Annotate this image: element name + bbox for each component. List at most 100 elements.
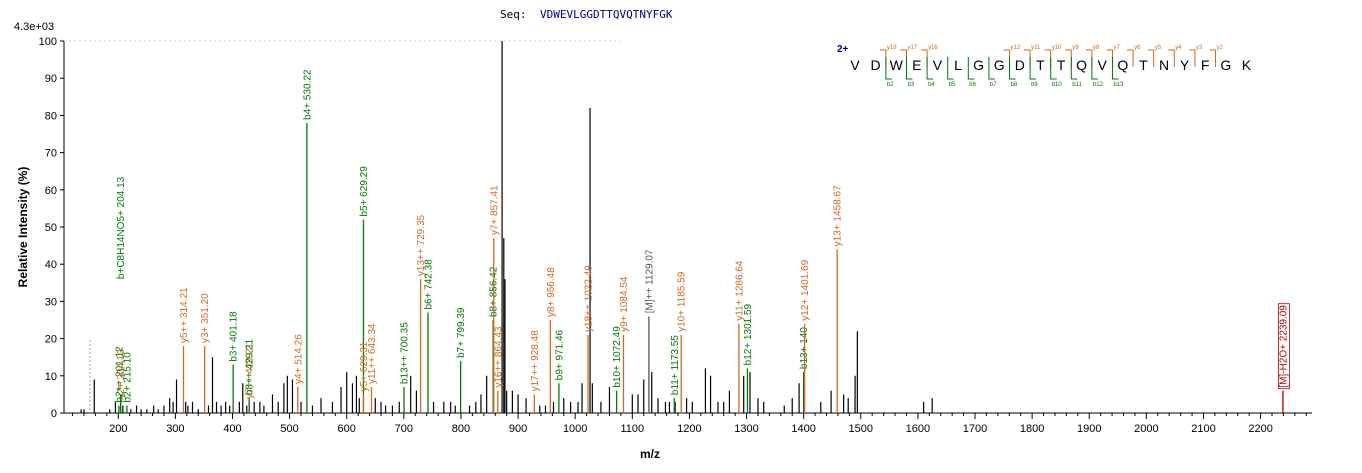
y-ion-bracket <box>1106 49 1113 67</box>
sequence-residue: Q <box>1076 57 1087 73</box>
b-ion-bracket <box>967 57 975 80</box>
sequence-residue: Q <box>1117 57 1128 73</box>
peak-label: b13++ 700.35 <box>400 322 411 384</box>
y-ion-label: y10 <box>1052 45 1062 51</box>
peak-label: y4+ 514.26 <box>293 334 304 384</box>
sequence-residue: V <box>933 57 943 73</box>
sequence-residue: K <box>1242 57 1252 73</box>
peak-label: y12+ 1401.69 <box>800 259 811 320</box>
sequence-residue: E <box>912 57 921 73</box>
peak-label-box <box>1278 303 1290 390</box>
y-ion-label: y4 <box>1175 45 1182 51</box>
sequence-residue: G <box>1220 57 1231 73</box>
y-tick-label: 30 <box>45 296 57 308</box>
b-ion-label: b8 <box>1011 82 1018 88</box>
peak-label: y13+ 1458.67 <box>833 185 844 246</box>
peak-label: y16++ 864.43 <box>493 326 504 388</box>
sequence-residue: L <box>954 57 962 73</box>
peak-label: b+C8H14NO5+ 204.13 <box>116 176 127 279</box>
b-ion-label: b10 <box>1052 82 1063 88</box>
peak-label: b12+ 1301.59 <box>743 303 754 365</box>
x-tick-label: 1700 <box>963 423 987 435</box>
peak-label: y11+ 1286.64 <box>734 260 745 321</box>
y-ion-label: y7 <box>1114 45 1121 51</box>
y-ion-bracket <box>1188 49 1196 67</box>
sequence-residue: Y <box>1180 57 1190 73</box>
x-tick-label: 1800 <box>1020 423 1044 435</box>
sequence-residue: N <box>1159 57 1169 73</box>
b-ion-bracket <box>885 57 892 80</box>
y-ion-label: y9 <box>1072 45 1079 51</box>
peak-label: b5+ 629.29 <box>359 166 370 217</box>
b-ion-bracket <box>1029 57 1037 80</box>
sequence-residue: D <box>1015 57 1025 73</box>
y-ion-bracket <box>1065 49 1072 67</box>
x-ticks: 200 300 400 500 600 700 800 900 1000 1100 1200 1300… <box>72 413 1307 435</box>
y-tick-label: 80 <box>45 110 57 122</box>
y-ion-label: y11 <box>1031 45 1041 51</box>
peak-label: y13++ 729.35 <box>416 214 427 276</box>
y-tick-label: 70 <box>45 148 57 160</box>
y-ion-label: y6 <box>1134 45 1141 51</box>
sequence-residue: T <box>1036 57 1045 73</box>
peak-label: y11++ 643.34 <box>367 323 378 384</box>
sequence-residue: D <box>871 57 881 73</box>
y-ion-bracket <box>1168 49 1175 67</box>
sequence-value: VDWEVLGGDTTQVQTNYFGK <box>540 8 673 21</box>
peak-label: b9+ 971.46 <box>554 329 565 380</box>
b-ion-bracket <box>988 57 995 80</box>
peak-label: y9+ 1084.54 <box>619 276 630 332</box>
y-ion-label: y3 <box>1196 45 1203 51</box>
y-ion-label: y2 <box>1217 45 1224 51</box>
y-tick-label: 40 <box>45 259 57 271</box>
peak-label: b10+ 1072.49 <box>612 326 623 388</box>
y-tick-label: 20 <box>45 334 57 346</box>
x-tick-label: 2100 <box>1191 423 1215 435</box>
x-tick-label: 1200 <box>677 423 701 435</box>
sequence-residue: V <box>1098 57 1108 73</box>
peak-label: y2+ 204.13 <box>116 349 127 399</box>
b-ion-label: b13 <box>1114 82 1125 88</box>
peak-label: b11+ 1173.55 <box>670 335 681 395</box>
peak-label: b6+ 742.38 <box>424 259 435 310</box>
peak-label: b8++ 429.21 <box>245 339 256 396</box>
sequence-residue: W <box>890 57 904 73</box>
x-axis-title: m/z <box>640 447 660 461</box>
x-tick-label: 1100 <box>620 423 644 435</box>
y-ion-label: y5 <box>1155 45 1162 51</box>
x-tick-label: 1300 <box>734 423 758 435</box>
y-tick-label: 0 <box>51 408 57 420</box>
y-axis-title: Relative Intensity (%) <box>16 167 30 288</box>
peak-label: b3+ 401.18 <box>229 311 240 362</box>
b-ion-bracket <box>926 57 934 80</box>
peak-label: b7+ 799.39 <box>456 307 467 358</box>
y-tick-label: 60 <box>45 185 57 197</box>
y-ion-bracket <box>1127 49 1134 67</box>
unlabeled-peaks <box>80 41 933 413</box>
x-tick-label: 800 <box>452 423 470 435</box>
b-ion-bracket <box>1070 57 1078 80</box>
x-tick-label: 1600 <box>906 423 930 435</box>
x-tick-label: 400 <box>223 423 241 435</box>
b-ion-label: b12 <box>1093 82 1104 88</box>
y-ion-bracket <box>879 49 887 67</box>
b-ion-bracket <box>1009 57 1016 80</box>
b-ion-label: b5 <box>949 82 956 88</box>
y-ticks: 0 10 20 30 40 50 60 70 80 90 100 <box>39 36 64 420</box>
sequence-residue: T <box>1139 57 1148 73</box>
peak-label: b4+ 530.22 <box>302 69 313 120</box>
b-ion-label: b6 <box>969 82 976 88</box>
x-tick-label: 2200 <box>1248 423 1272 435</box>
y-ion-label: y17 <box>908 45 918 51</box>
y-tick-label: 50 <box>45 222 57 234</box>
x-tick-label: 2000 <box>1134 423 1158 435</box>
sequence-label: Seq: <box>500 8 527 21</box>
peak-label: b2+ 215.10 <box>122 352 133 403</box>
peak-label: y5+ 629.31 <box>359 341 370 391</box>
b-ion-label: b7 <box>990 82 997 88</box>
sequence-residue: G <box>994 57 1005 73</box>
y-ion-bracket <box>1024 49 1031 67</box>
peak-label: y10+ 1185.59 <box>677 271 688 332</box>
